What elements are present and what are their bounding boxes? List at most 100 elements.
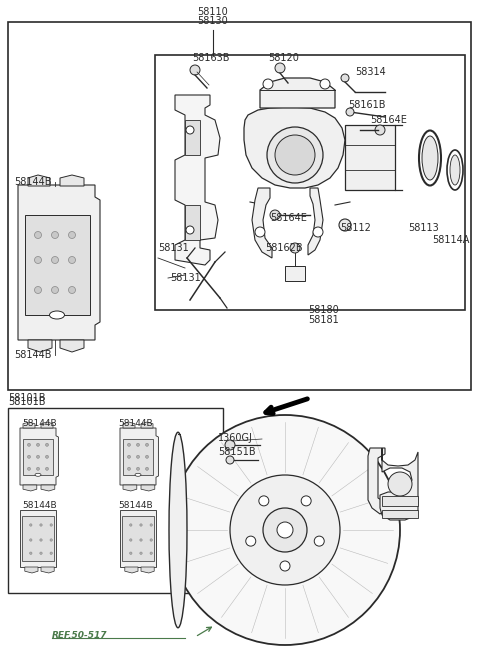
Circle shape	[35, 231, 41, 239]
Text: 58163B: 58163B	[192, 53, 229, 63]
Circle shape	[128, 456, 131, 458]
Polygon shape	[185, 205, 200, 240]
Circle shape	[259, 496, 269, 506]
Bar	[285, 266, 305, 281]
Polygon shape	[60, 340, 84, 352]
Circle shape	[145, 444, 148, 446]
Polygon shape	[28, 175, 50, 186]
Polygon shape	[20, 428, 59, 485]
Ellipse shape	[135, 474, 141, 476]
Circle shape	[170, 415, 400, 645]
Polygon shape	[23, 485, 37, 491]
Circle shape	[186, 126, 194, 134]
Text: 58113: 58113	[408, 223, 439, 233]
Bar	[382, 510, 418, 518]
Polygon shape	[28, 340, 52, 352]
Text: 58144B: 58144B	[22, 418, 57, 428]
Ellipse shape	[419, 131, 441, 185]
Circle shape	[50, 552, 52, 554]
Polygon shape	[25, 567, 38, 573]
Circle shape	[190, 65, 200, 75]
Text: 58144B: 58144B	[118, 418, 153, 428]
Polygon shape	[175, 95, 220, 265]
Circle shape	[314, 536, 324, 546]
Polygon shape	[20, 510, 56, 567]
Circle shape	[130, 539, 132, 541]
Circle shape	[27, 468, 31, 470]
Circle shape	[40, 524, 42, 526]
Circle shape	[136, 468, 140, 470]
Circle shape	[388, 472, 412, 496]
Text: 58114A: 58114A	[432, 235, 469, 245]
Text: 58131: 58131	[158, 243, 189, 253]
Polygon shape	[125, 567, 138, 573]
Circle shape	[270, 210, 280, 220]
Polygon shape	[22, 516, 54, 561]
Polygon shape	[141, 567, 154, 573]
Text: 58101B: 58101B	[8, 393, 46, 403]
Polygon shape	[41, 485, 55, 491]
Text: 58164E: 58164E	[270, 213, 307, 223]
Circle shape	[36, 456, 39, 458]
Circle shape	[40, 552, 42, 554]
Text: 58144B: 58144B	[118, 500, 153, 510]
Circle shape	[375, 125, 385, 135]
Circle shape	[35, 257, 41, 263]
Text: 58144B: 58144B	[14, 350, 51, 360]
Circle shape	[50, 539, 52, 541]
Circle shape	[346, 108, 354, 116]
Text: 58180: 58180	[308, 305, 339, 315]
Circle shape	[46, 444, 48, 446]
Text: 58112: 58112	[340, 223, 371, 233]
Polygon shape	[123, 439, 153, 475]
Polygon shape	[23, 422, 35, 428]
Circle shape	[150, 524, 152, 526]
Circle shape	[27, 444, 31, 446]
Circle shape	[36, 468, 39, 470]
Circle shape	[130, 524, 132, 526]
Polygon shape	[141, 485, 155, 491]
Polygon shape	[41, 422, 53, 428]
Polygon shape	[25, 215, 90, 315]
Circle shape	[280, 561, 290, 571]
Text: 58161B: 58161B	[348, 100, 385, 110]
Circle shape	[320, 79, 330, 89]
Circle shape	[145, 456, 148, 458]
Polygon shape	[120, 510, 156, 567]
Circle shape	[255, 227, 265, 237]
Circle shape	[69, 257, 75, 263]
Text: 58110: 58110	[198, 7, 228, 17]
Circle shape	[263, 508, 307, 552]
Circle shape	[130, 552, 132, 554]
Circle shape	[36, 444, 39, 446]
Bar	[155, 55, 465, 310]
Ellipse shape	[450, 155, 460, 185]
Circle shape	[128, 468, 131, 470]
Circle shape	[51, 287, 59, 293]
Text: 58151B: 58151B	[218, 447, 256, 457]
Circle shape	[150, 552, 152, 554]
Circle shape	[51, 231, 59, 239]
Circle shape	[186, 226, 194, 234]
Circle shape	[225, 440, 235, 450]
Ellipse shape	[49, 311, 64, 319]
Text: 58314: 58314	[355, 67, 386, 77]
Circle shape	[136, 456, 140, 458]
Polygon shape	[122, 516, 154, 561]
Text: 58144B: 58144B	[14, 177, 51, 187]
Text: 58130: 58130	[198, 16, 228, 26]
Circle shape	[226, 456, 234, 464]
Circle shape	[27, 456, 31, 458]
Circle shape	[30, 524, 32, 526]
Polygon shape	[368, 448, 385, 514]
Text: 58101B: 58101B	[8, 397, 46, 407]
Polygon shape	[244, 107, 345, 188]
Circle shape	[30, 552, 32, 554]
Circle shape	[277, 522, 293, 538]
Circle shape	[30, 539, 32, 541]
Bar	[8, 408, 223, 593]
Circle shape	[275, 135, 315, 175]
Polygon shape	[185, 120, 200, 155]
Circle shape	[69, 231, 75, 239]
Text: 58131: 58131	[170, 273, 201, 283]
